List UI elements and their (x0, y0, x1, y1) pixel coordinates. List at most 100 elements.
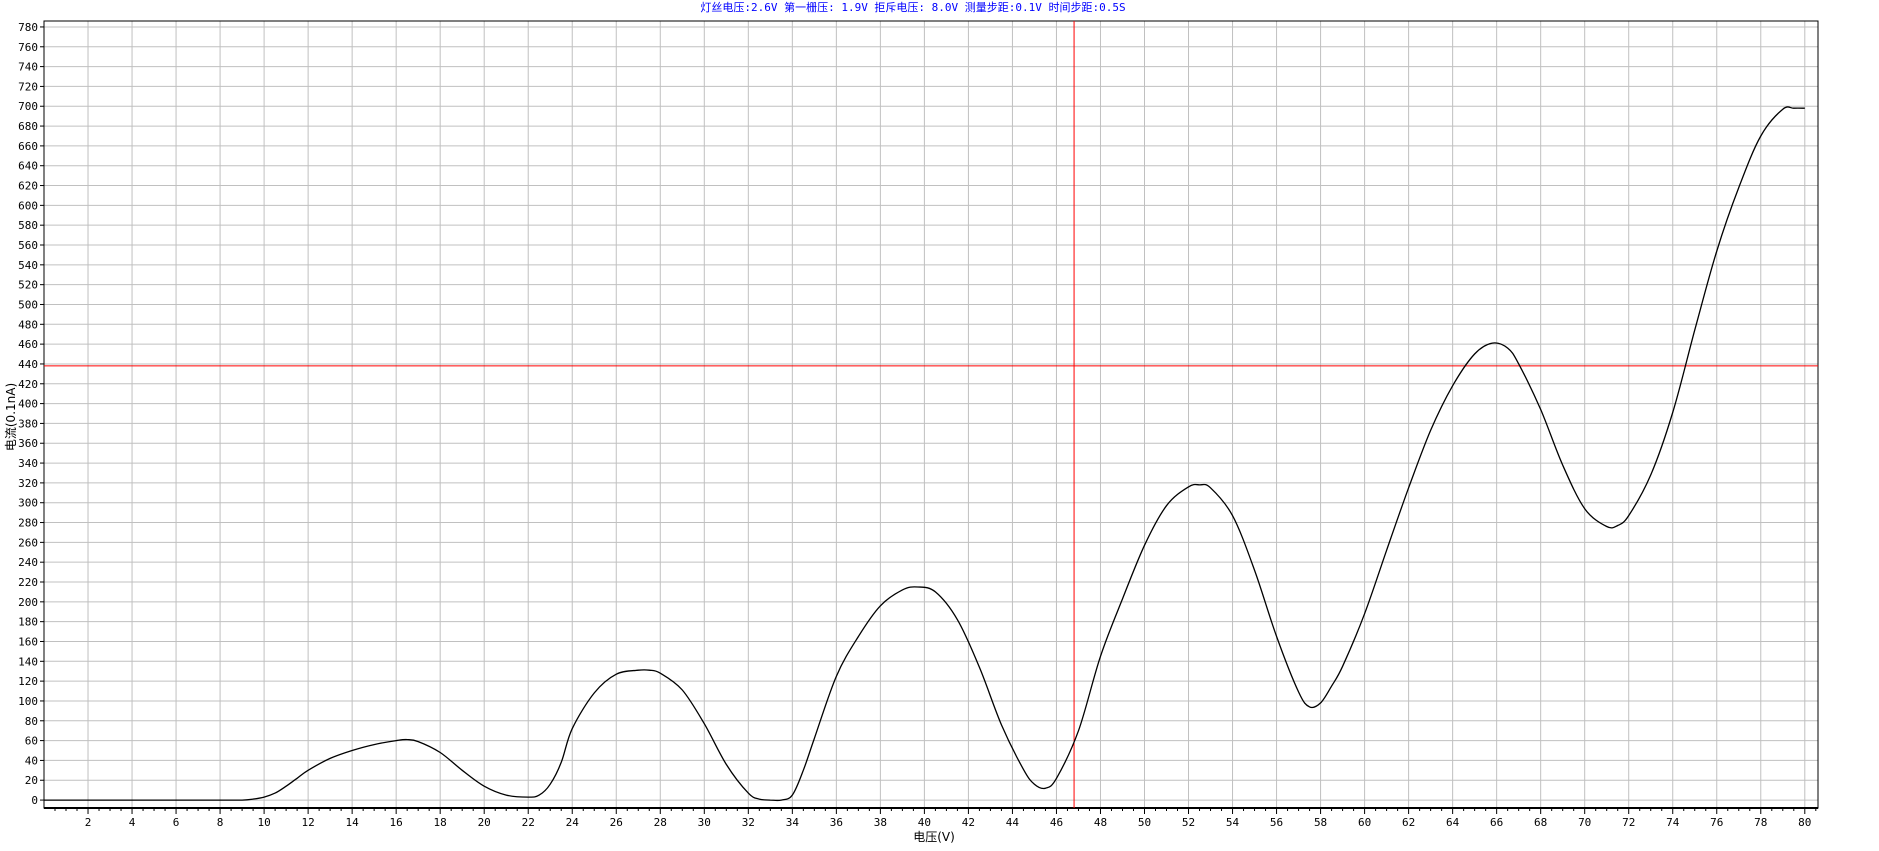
data-point (858, 636, 859, 637)
y-tick-label: 740 (18, 61, 38, 74)
data-point (682, 689, 683, 690)
data-point (1606, 526, 1607, 527)
x-tick-label: 70 (1578, 816, 1591, 829)
data-point (286, 786, 287, 787)
data-point (43, 799, 44, 800)
data-point (539, 795, 540, 796)
y-tick-label: 460 (18, 338, 38, 351)
x-tick-label: 60 (1358, 816, 1371, 829)
plot-frame (43, 20, 1819, 809)
y-tick-label: 60 (25, 735, 38, 748)
x-tick-label: 42 (962, 816, 975, 829)
x-tick-label: 26 (610, 816, 623, 829)
data-point (308, 770, 309, 771)
x-tick-label: 30 (698, 816, 711, 829)
x-tick-label: 20 (478, 816, 491, 829)
data-point (638, 670, 639, 671)
grid (44, 21, 1818, 808)
x-tick-label: 46 (1050, 816, 1063, 829)
data-point (87, 799, 88, 800)
data-point (1320, 702, 1321, 703)
data-point (616, 674, 617, 675)
x-tick-label: 40 (918, 816, 931, 829)
data-point (726, 764, 727, 765)
x-tick-label: 10 (257, 816, 270, 829)
y-tick-label: 400 (18, 398, 38, 411)
y-tick-label: 120 (18, 675, 38, 688)
x-tick-label: 12 (301, 816, 314, 829)
y-axis-label: 电流(0.1nA) (4, 383, 18, 451)
y-tick-label: 560 (18, 239, 38, 252)
y-tick-label: 620 (18, 180, 38, 193)
x-tick-label: 58 (1314, 816, 1327, 829)
data-point (1122, 598, 1123, 599)
x-tick-label: 14 (346, 816, 360, 829)
data-point (1078, 730, 1079, 731)
y-tick-label: 200 (18, 596, 38, 609)
series-line (44, 106, 1805, 802)
x-tick-label: 64 (1446, 816, 1460, 829)
y-tick-label: 480 (18, 318, 38, 331)
data-point (748, 793, 749, 794)
data-point (1045, 788, 1046, 789)
data-point (1276, 636, 1277, 637)
y-tick-label: 100 (18, 695, 38, 708)
data-point (462, 770, 463, 771)
data-point (1452, 385, 1453, 386)
data-point (1617, 525, 1618, 526)
y-tick-label: 380 (18, 417, 38, 430)
data-point (1023, 769, 1024, 770)
x-tick-label: 48 (1094, 816, 1107, 829)
data-point (330, 758, 331, 759)
data-point (550, 784, 551, 785)
data-point (814, 738, 815, 739)
y-tick-label: 300 (18, 497, 38, 510)
x-tick-label: 62 (1402, 816, 1415, 829)
crosshair-cursor[interactable] (44, 21, 1818, 808)
data-point (131, 799, 132, 800)
data-point (1001, 724, 1002, 725)
data-point (979, 667, 980, 668)
data-point (1166, 505, 1167, 506)
data-point (1562, 464, 1563, 465)
data-point (572, 728, 573, 729)
y-tick-label: 540 (18, 259, 38, 272)
y-tick-label: 20 (25, 774, 38, 787)
y-tick-label: 240 (18, 556, 38, 569)
y-tick-label: 0 (31, 794, 38, 807)
data-point (1210, 487, 1211, 488)
y-tick-label: 760 (18, 41, 38, 54)
data-point (1254, 570, 1255, 571)
data-point (252, 798, 253, 799)
y-tick-label: 720 (18, 80, 38, 93)
data-point (1309, 706, 1310, 707)
data-point (1056, 778, 1057, 779)
x-tick-label: 28 (654, 816, 667, 829)
y-tick-label: 80 (25, 715, 38, 728)
x-tick-label: 24 (566, 816, 580, 829)
data-point (880, 605, 881, 606)
data-point (561, 762, 562, 763)
data-point (440, 752, 441, 753)
y-tick-label: 40 (25, 754, 38, 767)
data-point (241, 799, 242, 800)
data-point (1100, 656, 1101, 657)
data-point (1474, 353, 1475, 354)
data-point (1331, 685, 1332, 686)
x-tick-label: 36 (830, 816, 843, 829)
y-tick-label: 700 (18, 100, 38, 113)
data-point (660, 673, 661, 674)
data-point (374, 744, 375, 745)
data-point (484, 786, 485, 787)
y-tick-labels: 0 20 40 60 80 100 120 140 160 180 200 220 240 260 280 3… (18, 21, 38, 807)
data-point (1804, 108, 1805, 109)
x-tick-label: 34 (786, 816, 800, 829)
y-tick-label: 340 (18, 457, 38, 470)
y-tick-label: 220 (18, 576, 38, 589)
data-point (528, 796, 529, 797)
data-point (1199, 484, 1200, 485)
data-point (1672, 412, 1673, 413)
y-tick-label: 600 (18, 199, 38, 212)
x-tick-label: 54 (1226, 816, 1240, 829)
x-tick-label: 50 (1138, 816, 1151, 829)
